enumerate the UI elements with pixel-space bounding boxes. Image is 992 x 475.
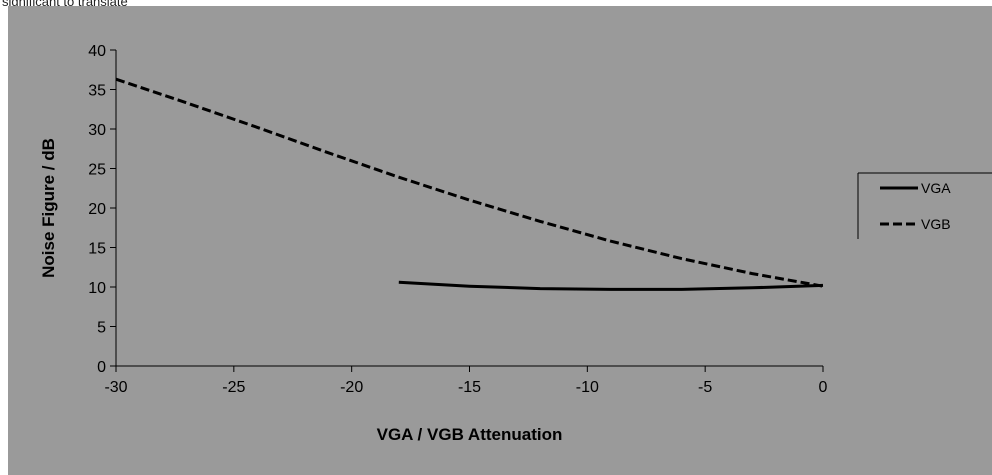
series-line-vga — [398, 280, 824, 291]
chart-area: 0 5 10 15 20 25 30 35 40 -30 -25 -20 -15 -10 -5 0 Noise… — [8, 6, 992, 475]
y-axis-title: Noise Figure / dB — [39, 138, 58, 278]
y-tick-label: 10 — [88, 280, 106, 297]
x-tick-label: -30 — [104, 379, 127, 396]
series-line-vgb — [115, 77, 824, 288]
series-layer — [115, 77, 824, 291]
x-tick-label: -15 — [458, 379, 481, 396]
y-tick-label: 40 — [88, 43, 106, 60]
y-tick-label: 0 — [97, 359, 106, 376]
top-caption-text: significant to translate — [2, 0, 128, 9]
y-tick-label: 25 — [88, 162, 106, 179]
y-tick-label: 35 — [88, 83, 106, 100]
y-tick-label: 5 — [97, 320, 106, 337]
legend-vga-label: VGA — [921, 180, 951, 196]
y-tick-label: 30 — [88, 122, 106, 139]
axes-layer: 0 5 10 15 20 25 30 35 40 -30 -25 -20 -15 -10 -5 0 — [88, 43, 827, 396]
x-tick-label: -25 — [222, 379, 245, 396]
x-axis-title: VGA / VGB Attenuation — [377, 425, 563, 444]
x-tick-label: 0 — [819, 379, 828, 396]
legend-vgb-label: VGB — [921, 216, 951, 232]
y-tick-label: 20 — [88, 201, 106, 218]
x-tick-label: -10 — [576, 379, 599, 396]
x-tick-label: -20 — [340, 379, 363, 396]
legend: VGA VGB — [857, 172, 992, 239]
x-tick-label: -5 — [698, 379, 712, 396]
y-tick-label: 15 — [88, 241, 106, 258]
noise-figure-chart: 0 5 10 15 20 25 30 35 40 -30 -25 -20 -15 -10 -5 0 Noise… — [39, 43, 992, 444]
